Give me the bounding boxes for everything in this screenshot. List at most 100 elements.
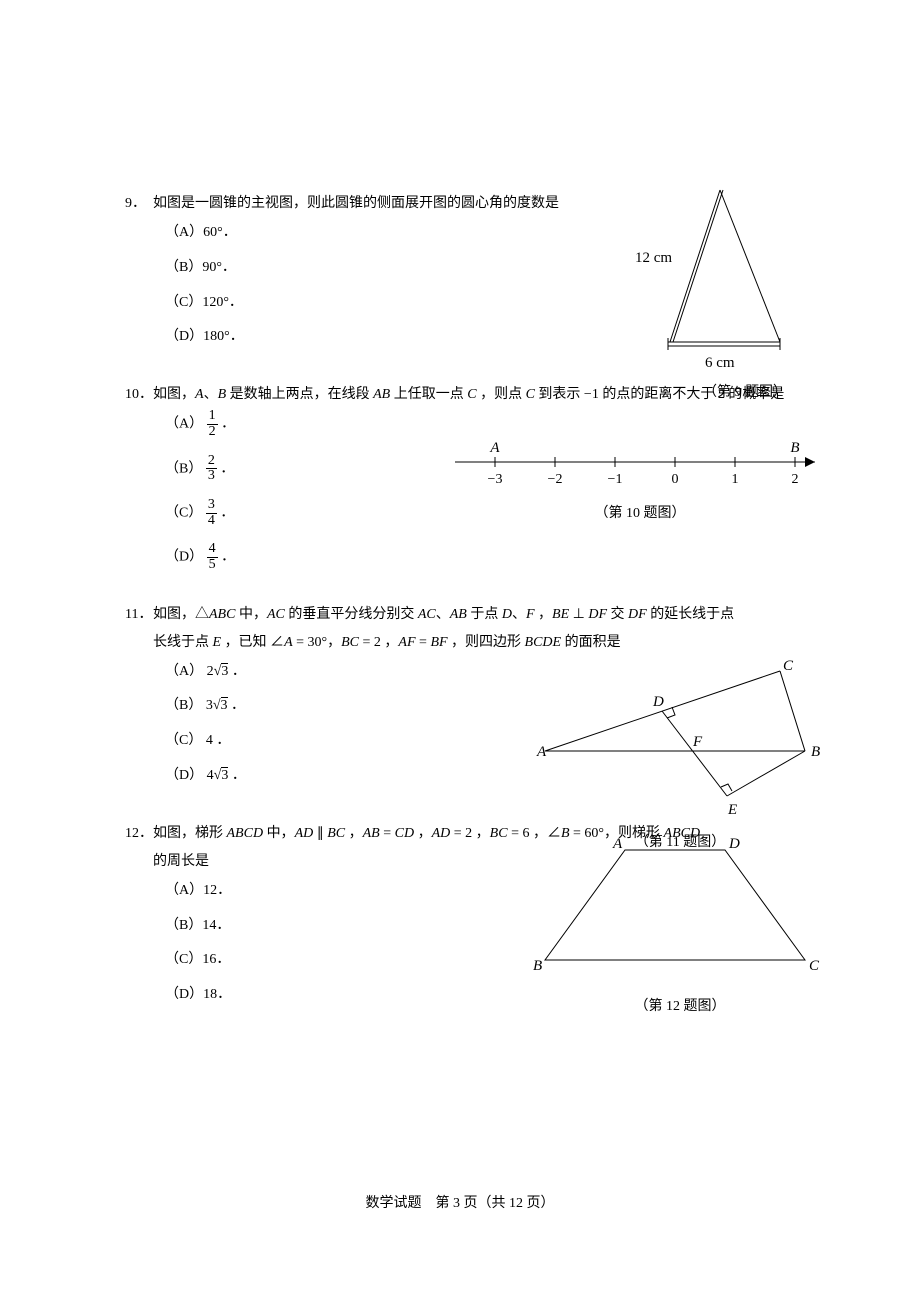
q10-t5: 是数轴上两点，在线段 xyxy=(226,387,373,402)
q11-t14: BE xyxy=(552,607,569,622)
q10-D-label: （D） xyxy=(165,550,203,565)
q10-t2: A xyxy=(195,387,204,402)
q10-B-num: 2 xyxy=(206,454,217,470)
q10-t6: AB xyxy=(373,387,390,402)
q12-t14: BC xyxy=(490,826,508,841)
q11-t3: 中， xyxy=(235,607,267,622)
svg-text:C: C xyxy=(783,658,794,674)
q10-A-num: 1 xyxy=(207,409,218,425)
svg-text:−1: −1 xyxy=(608,472,623,487)
q11-t8: AB xyxy=(450,607,467,622)
q10-D-den: 5 xyxy=(207,558,218,573)
q11-t23: = 30°， xyxy=(293,635,342,650)
q10-B-den: 3 xyxy=(206,469,217,484)
q11-A-rad: 3 xyxy=(221,663,228,679)
q11-t9: 于点 xyxy=(467,607,502,622)
q10-A-label: （A） xyxy=(165,417,203,432)
page-footer: 数学试题 第 3 页（共 12 页） xyxy=(0,1192,920,1212)
q10-t11: 到表示 −1 的点的距离不大于 2 的概率是 xyxy=(535,387,784,402)
svg-text:1: 1 xyxy=(732,472,739,487)
q11-C-val: 4 xyxy=(206,733,213,748)
q10-A-den: 2 xyxy=(207,425,218,440)
q11-t17: 交 xyxy=(607,607,628,622)
q11-t16: DF xyxy=(588,607,607,622)
q10-figure: A B −3 −2 −1 0 1 2 （第 10 题图） xyxy=(445,437,835,522)
q10-option-D: （D） 45 ． xyxy=(165,542,805,572)
q10-figure-caption: （第 10 题图） xyxy=(445,502,835,522)
q10-t3: 、 xyxy=(204,387,218,402)
q12-t11: ， xyxy=(414,826,432,841)
q12-t19: 的周长是 xyxy=(153,854,209,869)
svg-text:C: C xyxy=(809,958,820,974)
svg-text:B: B xyxy=(811,744,820,760)
q10-labelA: A xyxy=(489,440,500,456)
svg-text:A: A xyxy=(612,836,623,852)
q11-B-dot: ． xyxy=(231,698,245,713)
q11-A-dot: ． xyxy=(232,664,246,679)
q9-slant-label: 12 cm xyxy=(635,250,672,266)
q11-D-coef: 4 xyxy=(207,768,214,783)
q11-t25: = 2 ， xyxy=(359,635,398,650)
q11-t19: 的延长线于点 xyxy=(647,607,735,622)
q9-number: 9． xyxy=(125,190,153,218)
q12-t4: AD xyxy=(295,826,314,841)
q11-t29: ，则四边形 xyxy=(448,635,525,650)
question-12: 12．如图，梯形 ABCD 中，AD ∥ BC ，AB = CD ，AD = 2… xyxy=(125,820,805,1011)
q11-stem: 11．如图，△ABC 中，AC 的垂直平分线分别交 AC、AB 于点 D、F ，… xyxy=(125,601,805,657)
q11-B-coef: 3 xyxy=(206,698,213,713)
q12-t6: BC xyxy=(327,826,345,841)
q11-D-val: 4√3 xyxy=(207,761,229,792)
svg-text:B: B xyxy=(533,958,542,974)
q9-stem-text: 如图是一圆锥的主视图，则此圆锥的侧面展开图的圆心角的度数是 xyxy=(153,196,559,211)
q12-t2: ABCD xyxy=(227,826,264,841)
q12-t7: ， xyxy=(345,826,363,841)
q10-number: 10． xyxy=(125,381,153,409)
q11-t22: A xyxy=(284,635,293,650)
q11-t20: E xyxy=(213,635,222,650)
q12-t10: CD xyxy=(395,826,414,841)
q10-t8: C xyxy=(467,387,476,402)
svg-text:E: E xyxy=(727,802,737,818)
q12-number: 12． xyxy=(125,820,153,848)
q11-C-dot: ． xyxy=(216,733,230,748)
q10-B-label: （B） xyxy=(165,461,202,476)
q11-t18: DF xyxy=(628,607,647,622)
q11-number: 11． xyxy=(125,601,153,629)
q10-C-num: 3 xyxy=(206,498,217,514)
svg-text:A: A xyxy=(536,744,547,760)
q11-t15: ⊥ xyxy=(569,607,588,622)
q10-t1: 如图， xyxy=(153,387,195,402)
q10-D-dot: ． xyxy=(221,550,235,565)
q9-figure: 12 cm 6 cm （第 9 题图） xyxy=(615,182,835,401)
q11-B-rad: 3 xyxy=(221,697,228,713)
q11-t24: BC xyxy=(341,635,359,650)
q11-t7: 、 xyxy=(436,607,450,622)
q12-figure: A D B C （第 12 题图） xyxy=(525,830,835,1015)
q10-B-dot: ． xyxy=(220,461,234,476)
q11-t26: AF xyxy=(398,635,415,650)
q11-D-rad: 3 xyxy=(221,767,228,783)
svg-text:2: 2 xyxy=(792,472,799,487)
svg-text:−2: −2 xyxy=(548,472,563,487)
q11-t6: AC xyxy=(418,607,436,622)
q11-t11: 、 xyxy=(512,607,526,622)
q12-t1: 如图，梯形 xyxy=(153,826,227,841)
q10-D-num: 4 xyxy=(207,542,218,558)
q10-C-label: （C） xyxy=(165,505,202,520)
q11-t4: AC xyxy=(267,607,285,622)
q10-t9: ，则点 xyxy=(477,387,526,402)
q10-stem: 10．如图，A、B 是数轴上两点，在线段 AB 上任取一点 C ，则点 C 到表… xyxy=(125,381,805,409)
q12-figure-caption: （第 12 题图） xyxy=(525,995,835,1015)
q12-t9: = xyxy=(380,826,395,841)
question-9: 9．如图是一圆锥的主视图，则此圆锥的侧面展开图的圆心角的度数是 （A）60°． … xyxy=(125,190,805,353)
q11-t12: F xyxy=(526,607,535,622)
q10-C-den: 4 xyxy=(206,514,217,529)
q11-t28: BF xyxy=(430,635,447,650)
svg-text:F: F xyxy=(692,734,703,750)
svg-text:0: 0 xyxy=(672,472,679,487)
q12-t5: ∥ xyxy=(313,826,327,841)
q11-t21: ，已知 ∠ xyxy=(221,635,284,650)
q11-t30: BCDE xyxy=(525,635,562,650)
svg-text:−3: −3 xyxy=(488,472,503,487)
q11-D-label: （D） xyxy=(165,768,203,783)
